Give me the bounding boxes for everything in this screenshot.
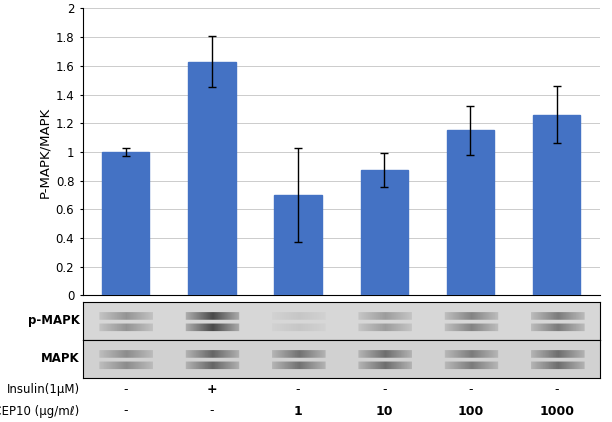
Text: p-MAPK: p-MAPK bbox=[28, 314, 80, 327]
Bar bbox=[360, 170, 408, 295]
Text: -: - bbox=[382, 383, 387, 396]
Text: 10: 10 bbox=[376, 405, 393, 417]
Bar bbox=[188, 62, 236, 295]
Text: 1: 1 bbox=[294, 405, 302, 417]
Text: MAPK: MAPK bbox=[41, 352, 80, 365]
Text: -: - bbox=[468, 383, 472, 396]
Bar bbox=[102, 152, 149, 295]
Bar bbox=[274, 195, 322, 295]
Text: -: - bbox=[296, 383, 300, 396]
Text: 100: 100 bbox=[457, 405, 483, 417]
Text: Insulin(1μM): Insulin(1μM) bbox=[7, 383, 80, 396]
Text: 1000: 1000 bbox=[539, 405, 574, 417]
Text: -: - bbox=[554, 383, 559, 396]
Text: -: - bbox=[124, 383, 128, 396]
Text: SCEP10 (μg/mℓ): SCEP10 (μg/mℓ) bbox=[0, 405, 80, 417]
Text: -: - bbox=[124, 405, 128, 417]
Bar bbox=[533, 115, 580, 295]
Y-axis label: P-MAPK/MAPK: P-MAPK/MAPK bbox=[39, 106, 51, 197]
Text: -: - bbox=[210, 405, 214, 417]
Bar bbox=[447, 130, 494, 295]
Text: +: + bbox=[207, 383, 217, 396]
